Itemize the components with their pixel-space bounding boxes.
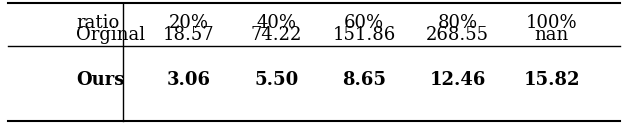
Text: 80%: 80% xyxy=(438,14,478,32)
Text: 12.46: 12.46 xyxy=(430,71,486,89)
Text: 74.22: 74.22 xyxy=(251,26,302,44)
Text: 18.57: 18.57 xyxy=(163,26,215,44)
Text: 15.82: 15.82 xyxy=(523,71,580,89)
Text: Ours: Ours xyxy=(77,71,125,89)
Text: ratio: ratio xyxy=(77,14,120,32)
Text: 8.65: 8.65 xyxy=(342,71,386,89)
Text: 20%: 20% xyxy=(169,14,209,32)
Text: 151.86: 151.86 xyxy=(332,26,396,44)
Text: 100%: 100% xyxy=(526,14,577,32)
Text: Orginal: Orginal xyxy=(77,26,146,44)
Text: 60%: 60% xyxy=(344,14,384,32)
Text: nan: nan xyxy=(534,26,569,44)
Text: 3.06: 3.06 xyxy=(167,71,211,89)
Text: 40%: 40% xyxy=(256,14,296,32)
Text: 268.55: 268.55 xyxy=(426,26,489,44)
Text: 5.50: 5.50 xyxy=(254,71,298,89)
